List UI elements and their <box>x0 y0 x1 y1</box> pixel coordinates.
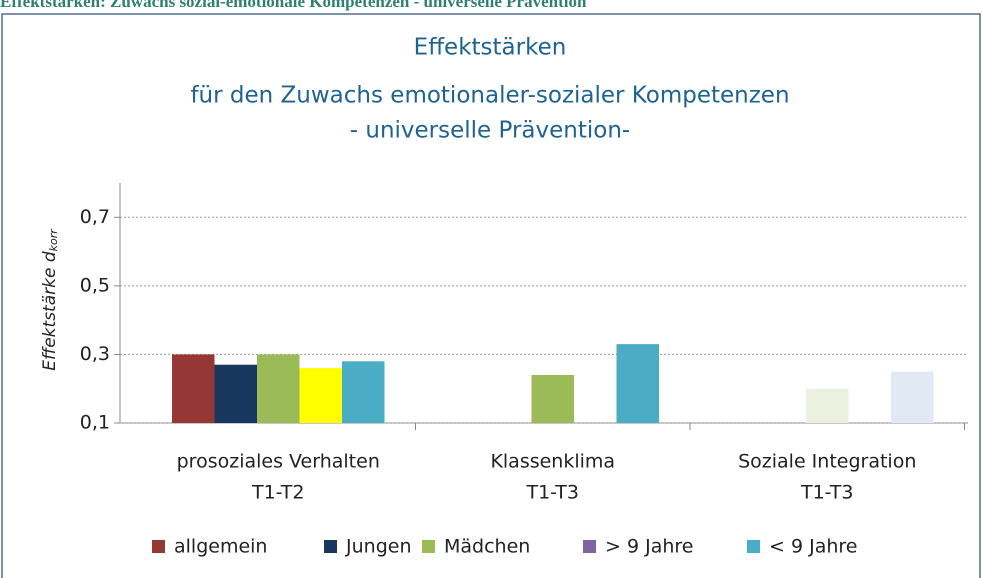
legend-swatch <box>324 540 337 553</box>
frame <box>1 13 981 578</box>
chart-title: für den Zuwachs emotionaler-sozialer Kom… <box>190 83 789 109</box>
y-tick-label: 0,7 <box>80 206 110 228</box>
x-tick-label: Soziale Integration <box>738 451 916 473</box>
legend-label: < 9 Jahre <box>769 536 857 558</box>
legend-swatch <box>152 540 165 553</box>
bar <box>806 388 849 423</box>
legend-label: > 9 Jahre <box>605 536 693 558</box>
x-tick-label: T1-T3 <box>525 482 579 504</box>
y-axis-label: Effektstärke dkorr <box>40 228 60 371</box>
legend-swatch <box>747 540 760 553</box>
bar <box>214 364 257 423</box>
x-tick-label: Klassenklima <box>490 451 615 473</box>
y-tick-label: 0,5 <box>80 274 110 296</box>
bar <box>891 371 934 423</box>
y-tick-label: 0,3 <box>80 343 110 365</box>
y-axis-label-text: Effektstärke d <box>40 251 60 371</box>
bar <box>299 368 342 423</box>
x-tick-label: T1-T3 <box>800 482 854 504</box>
bar <box>531 375 574 423</box>
bar <box>257 354 300 423</box>
y-tick-label: 0,1 <box>80 412 110 434</box>
bar <box>172 354 215 423</box>
legend-label: Mädchen <box>444 536 530 558</box>
header-title: Effektstärken: Zuwachs sozial-emotionale… <box>0 0 587 11</box>
legend-label: Jungen <box>345 536 411 558</box>
bar <box>616 344 659 423</box>
chart-title: Effektstärken <box>414 35 567 61</box>
x-tick-label: prosoziales Verhalten <box>177 451 380 473</box>
legend-label: allgemein <box>174 536 267 558</box>
y-axis-label-sub: korr <box>47 228 60 252</box>
legend-swatch <box>583 540 596 553</box>
bar <box>342 361 385 423</box>
legend-swatch <box>422 540 435 553</box>
chart-title: - universelle Prävention- <box>350 118 630 144</box>
x-tick-label: T1-T2 <box>251 482 305 504</box>
